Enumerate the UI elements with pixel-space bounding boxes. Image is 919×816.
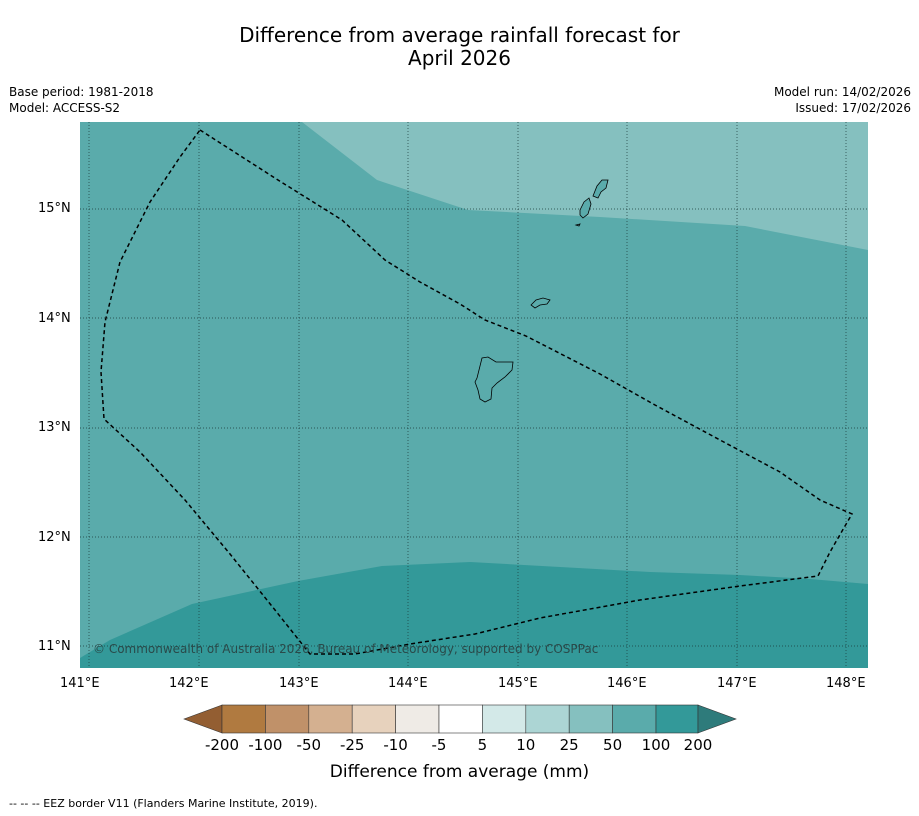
grid-lines xyxy=(80,122,868,668)
colorbar-tick: -50 xyxy=(296,736,322,754)
eez-border xyxy=(100,128,854,655)
colorbar-tick: 10 xyxy=(516,736,536,754)
colorbar-label: Difference from average (mm) xyxy=(329,762,590,782)
island-guam xyxy=(474,356,514,403)
colorbar-extend-low xyxy=(183,704,223,734)
colorbar xyxy=(183,704,737,734)
y-tick-11n: 11°N xyxy=(38,639,71,654)
colorbar-tick: -10 xyxy=(383,736,408,754)
colorbar-swatch-4 xyxy=(351,704,396,734)
island-saipan xyxy=(592,179,609,199)
region-25-50 xyxy=(302,122,868,250)
island-aguijan xyxy=(574,223,581,227)
x-tick-143e: 143°E xyxy=(279,676,319,691)
colorbar-tick: 50 xyxy=(603,736,623,754)
y-tick-13n: 13°N xyxy=(38,420,71,435)
x-tick-144e: 144°E xyxy=(388,676,428,691)
colorbar-tick: 5 xyxy=(477,736,488,754)
x-tick-141e: 141°E xyxy=(60,676,100,691)
y-tick-15n: 15°N xyxy=(38,201,71,216)
rainfall-map: © Commonwealth of Australia 2026, Bureau… xyxy=(80,122,868,668)
chart-title-line1: Difference from average rainfall forecas… xyxy=(239,23,680,47)
model-run-date: Model run: 14/02/2026 xyxy=(773,85,911,99)
chart-title-line2: April 2026 xyxy=(408,46,511,70)
colorbar-swatch-11 xyxy=(655,704,699,734)
colorbar-swatch-7 xyxy=(482,704,527,734)
x-tick-148e: 148°E xyxy=(826,676,866,691)
copyright-notice: © Commonwealth of Australia 2026, Bureau… xyxy=(93,642,598,656)
colorbar-tick: -200 xyxy=(204,736,240,754)
colorbar-tick: -5 xyxy=(431,736,447,754)
y-tick-12n: 12°N xyxy=(38,530,71,545)
colorbar-swatch-6 xyxy=(438,704,483,734)
colorbar-extend-high xyxy=(697,704,737,734)
islands xyxy=(474,179,609,403)
x-tick-142e: 142°E xyxy=(169,676,209,691)
colorbar-swatch-5 xyxy=(395,704,440,734)
eez-legend: -- -- -- EEZ border V11 (Flanders Marine… xyxy=(9,797,318,810)
base-period: Base period: 1981-2018 xyxy=(9,85,154,99)
region-100-200 xyxy=(80,562,868,668)
island-rota xyxy=(530,297,551,309)
colorbar-swatch-9 xyxy=(568,704,613,734)
x-tick-146e: 146°E xyxy=(607,676,647,691)
colorbar-tick: 25 xyxy=(559,736,579,754)
issued-date: Issued: 17/02/2026 xyxy=(795,101,911,115)
model-name: Model: ACCESS-S2 xyxy=(9,101,121,115)
y-tick-14n: 14°N xyxy=(38,311,71,326)
island-tinian xyxy=(579,197,592,219)
colorbar-tick: 200 xyxy=(683,736,713,754)
colorbar-swatch-8 xyxy=(525,704,570,734)
colorbar-swatch-2 xyxy=(265,704,310,734)
colorbar-swatch-3 xyxy=(308,704,353,734)
colorbar-tick: -25 xyxy=(339,736,365,754)
colorbar-swatch-10 xyxy=(612,704,657,734)
colorbar-tick: 100 xyxy=(641,736,671,754)
x-tick-147e: 147°E xyxy=(717,676,757,691)
colorbar-swatch-1 xyxy=(221,704,266,734)
colorbar-tick: -100 xyxy=(248,736,283,754)
x-tick-145e: 145°E xyxy=(498,676,538,691)
